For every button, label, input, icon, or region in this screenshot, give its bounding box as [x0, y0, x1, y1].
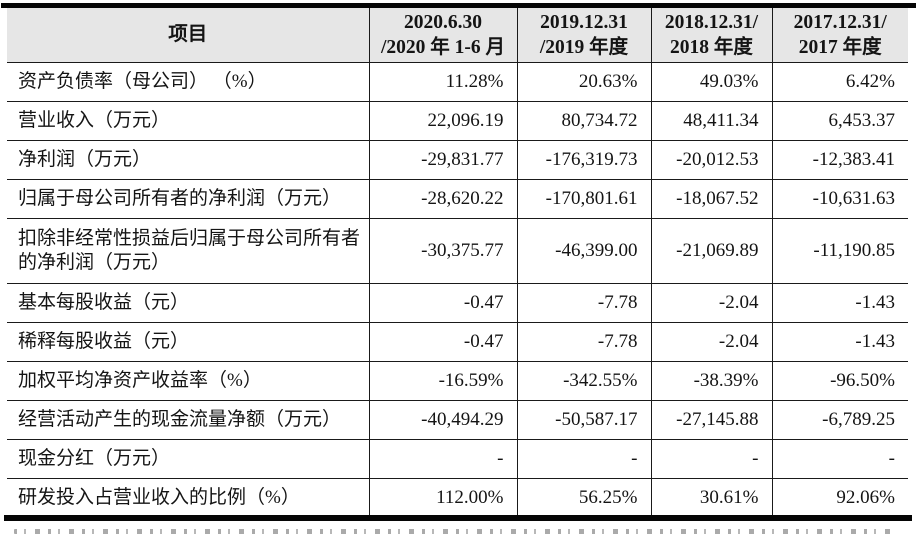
row-label: 资产负债率（母公司） （%）	[7, 62, 369, 102]
table-row-diluted-eps: 稀释每股收益（元） -0.47 -7.78 -2.04 -1.43	[7, 322, 908, 362]
cell-value: -	[650, 439, 772, 479]
cell-value: -170,801.61	[516, 179, 651, 219]
row-label: 基本每股收益（元）	[7, 283, 369, 323]
period-line-2: 2018 年度	[670, 37, 753, 58]
cell-value: -176,319.73	[516, 140, 651, 180]
table-row-net-profit-deducted: 扣除非经常性损益后归属于母公司所有者的净利润（万元） -30,375.77 -4…	[7, 218, 908, 284]
cell-value: -2.04	[650, 322, 772, 362]
cell-value: -0.47	[368, 322, 517, 362]
cell-value: -7.78	[516, 283, 651, 323]
financial-indicators-table: 项目 2020.6.30 /2020 年 1-6 月 2019.12.31 /2…	[7, 8, 908, 517]
cell-value: -0.47	[368, 283, 517, 323]
cell-value: -10,631.63	[771, 179, 908, 219]
cell-value: -30,375.77	[368, 218, 517, 284]
cell-value: 56.25%	[516, 478, 651, 517]
cell-value: -21,069.89	[650, 218, 772, 284]
column-header-item: 项目	[7, 8, 369, 63]
cell-value: 92.06%	[771, 478, 908, 517]
cell-value: -20,012.53	[650, 140, 772, 180]
cell-value: -16.59%	[368, 361, 517, 401]
cell-value: -46,399.00	[516, 218, 651, 284]
table-bottom-rule	[4, 515, 912, 521]
cell-value: -342.55%	[516, 361, 651, 401]
cell-value: -50,587.17	[516, 400, 651, 440]
period-line-1: 2017.12.31/	[793, 11, 887, 33]
clipped-text-fragment	[14, 529, 898, 534]
table-row-rd-ratio: 研发投入占营业收入的比例（%） 112.00% 56.25% 30.61% 92…	[7, 478, 908, 517]
row-label: 研发投入占营业收入的比例（%）	[7, 478, 369, 517]
table-row-net-profit-parent: 归属于母公司所有者的净利润（万元） -28,620.22 -170,801.61…	[7, 179, 908, 219]
cell-value: -12,383.41	[771, 140, 908, 180]
cell-value: -	[771, 439, 908, 479]
cell-value: 112.00%	[368, 478, 517, 517]
table-row-basic-eps: 基本每股收益（元） -0.47 -7.78 -2.04 -1.43	[7, 283, 908, 323]
cell-value: -2.04	[650, 283, 772, 323]
cell-value: 30.61%	[650, 478, 772, 517]
header-row: 项目 2020.6.30 /2020 年 1-6 月 2019.12.31 /2…	[7, 8, 908, 63]
cell-value: 11.28%	[368, 62, 517, 102]
row-label: 归属于母公司所有者的净利润（万元）	[7, 179, 369, 219]
cell-value: -18,067.52	[650, 179, 772, 219]
row-label: 净利润（万元）	[7, 140, 369, 180]
cell-value: -6,789.25	[771, 400, 908, 440]
cell-value: -27,145.88	[650, 400, 772, 440]
table-top-rule	[1, 3, 916, 8]
table-row-cash-dividend: 现金分红（万元） - - - -	[7, 439, 908, 479]
period-line-1: 2020.6.30	[404, 11, 482, 33]
table-row-net-profit: 净利润（万元） -29,831.77 -176,319.73 -20,012.5…	[7, 140, 908, 180]
row-label: 稀释每股收益（元）	[7, 322, 369, 362]
cell-value: 6.42%	[771, 62, 908, 102]
table-row-revenue: 营业收入（万元） 22,096.19 80,734.72 48,411.34 6…	[7, 101, 908, 141]
row-label: 扣除非经常性损益后归属于母公司所有者的净利润（万元）	[7, 218, 369, 284]
row-label: 营业收入（万元）	[7, 101, 369, 141]
cell-value: -11,190.85	[771, 218, 908, 284]
column-header-period-2017: 2017.12.31/ 2017 年度	[771, 8, 908, 63]
cell-value: 6,453.37	[771, 101, 908, 141]
column-header-item-label: 项目	[168, 24, 208, 46]
cell-value: -40,494.29	[368, 400, 517, 440]
column-header-period-2020h1: 2020.6.30 /2020 年 1-6 月	[368, 8, 517, 63]
cell-value: 80,734.72	[516, 101, 651, 141]
row-label: 经营活动产生的现金流量净额（万元）	[7, 400, 369, 440]
table-row-weighted-roe: 加权平均净资产收益率（%） -16.59% -342.55% -38.39% -…	[7, 361, 908, 401]
row-label: 加权平均净资产收益率（%）	[7, 361, 369, 401]
cell-value: 49.03%	[650, 62, 772, 102]
cell-value: -	[368, 439, 517, 479]
period-line-2: /2019 年度	[539, 37, 629, 58]
period-line-1: 2018.12.31/	[664, 11, 759, 33]
cell-value: -1.43	[771, 322, 908, 362]
table-row-debt-ratio: 资产负债率（母公司） （%） 11.28% 20.63% 49.03% 6.42…	[7, 62, 908, 102]
cell-value: -28,620.22	[368, 179, 517, 219]
table-row-operating-cash-flow: 经营活动产生的现金流量净额（万元） -40,494.29 -50,587.17 …	[7, 400, 908, 440]
cell-value: -38.39%	[650, 361, 772, 401]
column-header-period-2018: 2018.12.31/ 2018 年度	[650, 8, 772, 63]
cell-value: 20.63%	[516, 62, 651, 102]
period-line-2: 2017 年度	[798, 37, 882, 58]
cell-value: -7.78	[516, 322, 651, 362]
cell-value: -	[516, 439, 651, 479]
period-line-2: /2020 年 1-6 月	[380, 37, 506, 58]
cell-value: -29,831.77	[368, 140, 517, 180]
cell-value: 22,096.19	[368, 101, 517, 141]
period-line-1: 2019.12.31	[540, 11, 628, 33]
row-label: 现金分红（万元）	[7, 439, 369, 479]
cell-value: 48,411.34	[650, 101, 772, 141]
cell-value: -1.43	[771, 283, 908, 323]
column-header-period-2019: 2019.12.31 /2019 年度	[516, 8, 651, 63]
cell-value: -96.50%	[771, 361, 908, 401]
